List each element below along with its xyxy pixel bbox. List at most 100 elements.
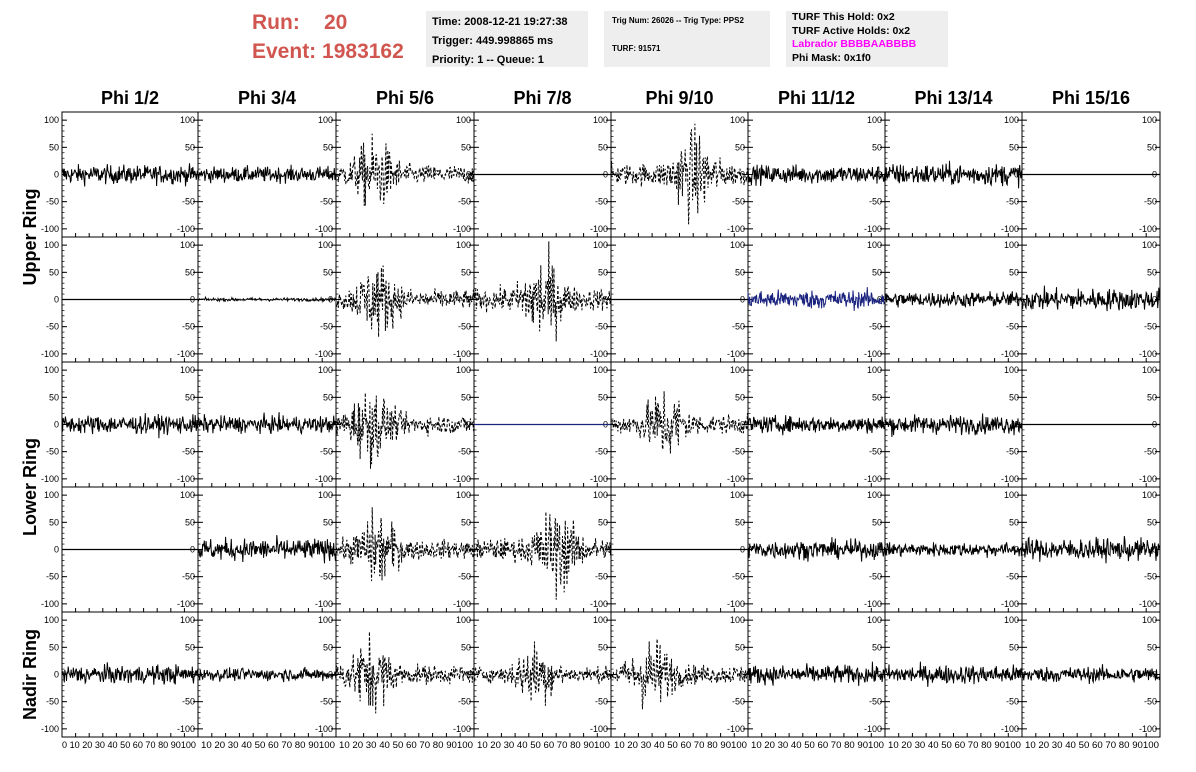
y-tick-label: 100: [867, 490, 882, 500]
y-tick-label: 100: [318, 115, 333, 125]
y-tick-label: 0: [1152, 545, 1157, 555]
phi-mask-text: Phi Mask: 0x1f0: [792, 51, 871, 64]
y-tick-label: 0: [740, 170, 745, 180]
column-title: Phi 13/14: [914, 88, 992, 108]
waveform-trace: [197, 295, 337, 304]
y-tick-label: -50: [458, 197, 471, 207]
y-tick-label: -50: [320, 447, 333, 457]
y-tick-label: 100: [1142, 240, 1157, 250]
y-tick-label: 50: [1009, 392, 1019, 402]
y-tick-label: -50: [595, 197, 608, 207]
y-tick-label: -50: [595, 447, 608, 457]
y-tick-label: -50: [182, 447, 195, 457]
y-tick-label: -50: [320, 197, 333, 207]
y-tick-label: 50: [735, 267, 745, 277]
run-label: Run:: [252, 11, 300, 34]
y-tick-label: -100: [1139, 474, 1157, 484]
y-tick-label: -50: [182, 322, 195, 332]
y-tick-label: -50: [732, 447, 745, 457]
y-tick-label: 0: [603, 670, 608, 680]
y-tick-label: -50: [869, 697, 882, 707]
y-tick-label: 50: [49, 267, 59, 277]
y-tick-label: 50: [598, 642, 608, 652]
x-tick-label: 10 20 30 40 50 60 70 80 90100: [201, 740, 335, 751]
x-tick-label: 0 10 20 30 40 50 60 70 80 90100: [62, 740, 196, 751]
y-tick-label: -100: [727, 724, 745, 734]
y-tick-label: -100: [41, 724, 59, 734]
y-tick-label: 100: [867, 115, 882, 125]
y-tick-label: 50: [185, 142, 195, 152]
y-tick-label: 100: [180, 615, 195, 625]
waveform-trace: [747, 414, 886, 436]
y-tick-label: -100: [41, 599, 59, 609]
waveform-trace: [747, 661, 886, 686]
y-tick-label: -100: [1139, 349, 1157, 359]
y-tick-label: -50: [732, 322, 745, 332]
y-tick-label: 100: [180, 490, 195, 500]
y-tick-label: 100: [1004, 240, 1019, 250]
y-tick-label: 100: [730, 615, 745, 625]
y-tick-label: 100: [730, 490, 745, 500]
y-tick-label: -50: [869, 447, 882, 457]
y-tick-label: 100: [44, 365, 59, 375]
time-text: Time: 2008-12-21 19:27:38: [432, 16, 568, 28]
y-tick-label: 0: [1014, 170, 1019, 180]
y-tick-label: 100: [318, 240, 333, 250]
trig-info-box: Trig Num: 26026 -- Trig Type: PPS2 TURF:…: [604, 11, 770, 67]
y-tick-label: -100: [1139, 224, 1157, 234]
trig-num-text: Trig Num: 26026 -- Trig Type: PPS2: [612, 16, 744, 25]
waveform-trace: [610, 391, 749, 454]
y-tick-label: 100: [730, 240, 745, 250]
y-tick-label: 50: [323, 142, 333, 152]
y-tick-label: -100: [453, 474, 471, 484]
y-tick-label: -50: [1144, 197, 1157, 207]
y-tick-label: 50: [598, 517, 608, 527]
y-tick-label: 100: [456, 240, 471, 250]
y-tick-label: -100: [41, 224, 59, 234]
y-tick-label: -50: [595, 697, 608, 707]
y-tick-label: -50: [182, 572, 195, 582]
waveform-trace: [884, 413, 1023, 438]
y-tick-label: -50: [869, 572, 882, 582]
y-tick-label: 50: [1009, 517, 1019, 527]
y-tick-label: 100: [44, 490, 59, 500]
waveform-trace: [197, 412, 337, 436]
waveform-trace: [473, 641, 612, 706]
y-tick-label: -100: [177, 474, 195, 484]
y-tick-label: -50: [1006, 322, 1019, 332]
turf-text: TURF: 91571: [612, 44, 661, 53]
y-tick-label: 50: [185, 267, 195, 277]
y-tick-label: -100: [590, 474, 608, 484]
y-tick-label: 50: [735, 642, 745, 652]
y-tick-label: 100: [867, 615, 882, 625]
y-tick-label: 100: [1142, 615, 1157, 625]
ring-label: Nadir Ring: [20, 629, 40, 720]
y-tick-label: 100: [180, 365, 195, 375]
y-tick-label: -50: [182, 697, 195, 707]
y-tick-label: -50: [46, 697, 59, 707]
y-tick-label: 100: [456, 115, 471, 125]
waveform-trace: [473, 511, 612, 600]
waveform-trace: [197, 666, 337, 683]
y-tick-label: 50: [185, 642, 195, 652]
waveform-trace: [884, 291, 1023, 309]
x-tick-label: 10 20 30 40 50 60 70 80 90100: [751, 740, 884, 751]
y-tick-label: 50: [1009, 642, 1019, 652]
y-tick-label: 50: [461, 392, 471, 402]
y-tick-label: -100: [1001, 474, 1019, 484]
y-tick-label: 50: [323, 392, 333, 402]
y-tick-label: 50: [1147, 392, 1157, 402]
y-tick-label: 50: [185, 517, 195, 527]
y-tick-label: 0: [54, 420, 59, 430]
waveform-trace: [473, 241, 612, 342]
y-tick-label: -50: [320, 322, 333, 332]
y-tick-label: 100: [44, 115, 59, 125]
y-tick-label: 100: [44, 615, 59, 625]
turf-info-box: TURF This Hold: 0x2 TURF Active Holds: 0…: [786, 11, 948, 67]
y-tick-label: 100: [730, 365, 745, 375]
y-tick-label: -100: [315, 224, 333, 234]
turf-active-text: TURF Active Holds: 0x2: [792, 24, 911, 37]
y-tick-label: -100: [864, 599, 882, 609]
x-tick-label: 10 20 30 40 50 60 70 80 90100: [614, 740, 747, 751]
